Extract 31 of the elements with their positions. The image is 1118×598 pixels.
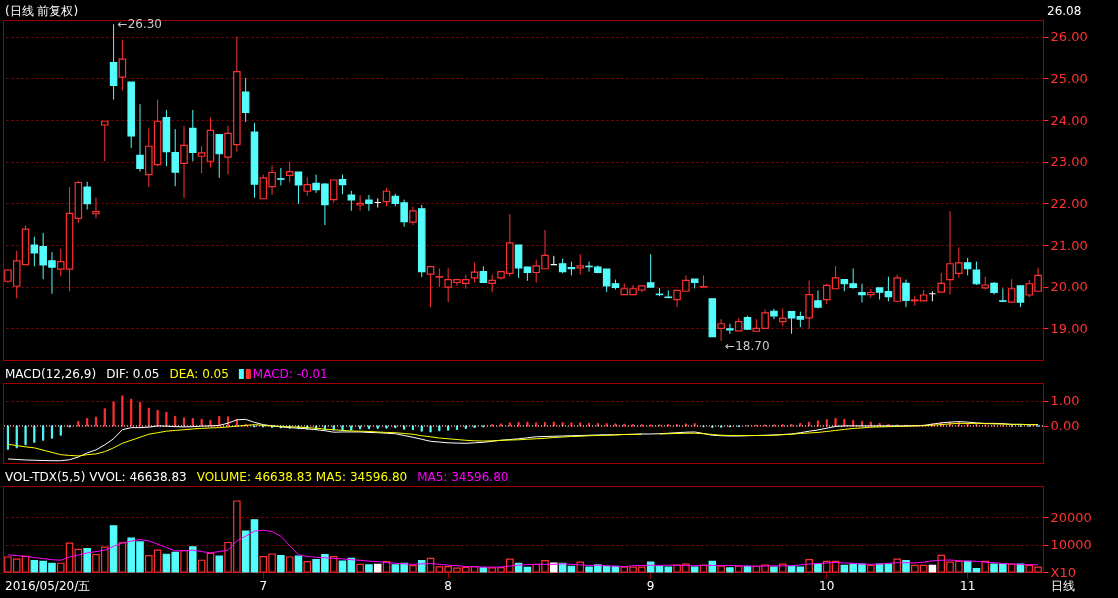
y-tick-label: 22.00 (1050, 195, 1088, 211)
y-tick-label: 25.00 (1050, 70, 1088, 86)
text: DEA: 0.05 (169, 367, 229, 381)
text: 2016/05/20/五 (5, 579, 91, 593)
y-tick-label: 21.00 (1050, 237, 1088, 253)
y-tick-label: X10 (1050, 564, 1076, 580)
x-tick-label: 8 (444, 578, 452, 593)
annotation: ←18.70 (725, 338, 770, 353)
y-tick-label: 10000 (1050, 537, 1092, 553)
y-tick-label: 23.00 (1050, 154, 1088, 170)
y-tick-label: 20000 (1050, 509, 1092, 525)
y-tick-label: 19.00 (1050, 320, 1088, 336)
chart-subtitle: VOLUME: 46638.83 MA5: 34596.80 (196, 470, 408, 484)
legend-label: MACD: -0.01 (252, 367, 328, 381)
x-tick-label: 9 (646, 578, 655, 593)
chart-title: VOL-TDX(5,5) VVOL: 46638.83 (5, 470, 187, 484)
y-tick-label: 1.00 (1050, 393, 1080, 409)
x-tick-label: 10 (819, 578, 835, 593)
y-tick-label: 0.00 (1050, 418, 1080, 434)
text: DIF: 0.05 (106, 367, 160, 381)
y-tick-label: 26.00 (1050, 29, 1088, 45)
x-tick-label: 7 (259, 578, 268, 593)
y-tick-label: 20.00 (1050, 279, 1088, 295)
text: MA5: 34596.80 (417, 470, 509, 484)
annotation: ←26.30 (117, 17, 163, 32)
text: 日线 (1051, 579, 1075, 593)
y-tick-label: 24.00 (1050, 112, 1088, 128)
chart-title: (日线 前复权) (5, 4, 79, 18)
text: 26.08 (1047, 4, 1082, 18)
chart-title: MACD(12,26,9) (5, 367, 97, 381)
x-tick-label: 11 (959, 578, 976, 593)
